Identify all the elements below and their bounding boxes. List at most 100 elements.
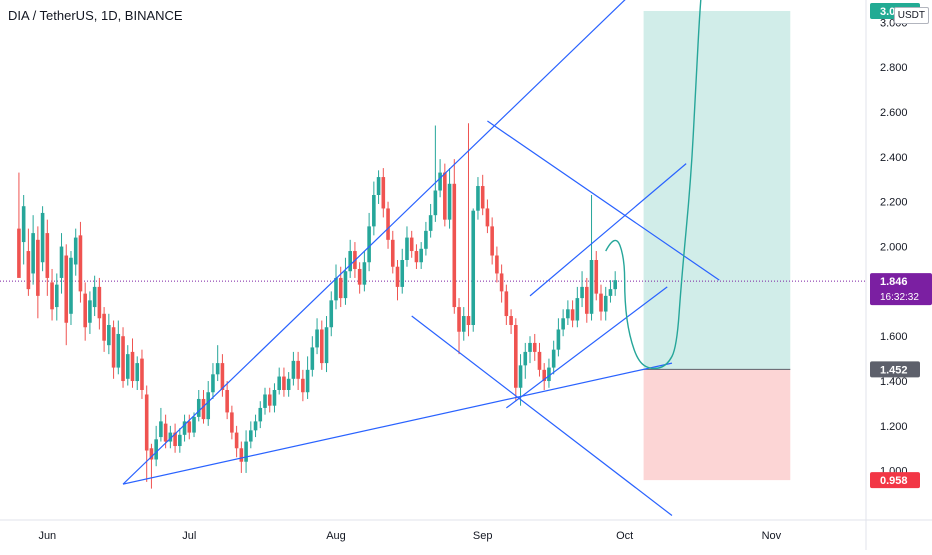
candle-body	[329, 300, 334, 328]
candle-body	[239, 448, 244, 462]
currency-badge[interactable]: USDT	[893, 7, 929, 24]
candle-body	[17, 228, 21, 278]
candle-body	[121, 336, 125, 382]
candle-body	[419, 248, 423, 263]
candle-body	[26, 251, 31, 290]
candle-body	[36, 239, 40, 296]
candle-body	[428, 215, 433, 231]
candle-body	[31, 233, 35, 274]
candle-body	[201, 398, 206, 420]
candle-body	[125, 354, 130, 379]
candle-body	[107, 325, 111, 346]
candle-body	[230, 412, 234, 433]
candle-body	[495, 255, 499, 274]
current-price-tag-bg	[870, 273, 932, 306]
candle-body	[286, 378, 291, 390]
candle-body	[301, 378, 305, 393]
candle-body	[490, 226, 494, 256]
stop-price-label: 0.958	[880, 475, 908, 487]
trendline	[122, 362, 673, 485]
candle-body	[523, 351, 528, 366]
candle-body	[215, 363, 220, 375]
candle-body	[509, 316, 513, 325]
candle-body	[182, 421, 187, 435]
candle-body	[390, 239, 395, 267]
candle-body	[518, 365, 523, 388]
candle-body	[277, 376, 282, 390]
candle-body	[159, 421, 163, 438]
candle-body	[561, 318, 565, 330]
candle-body	[45, 233, 50, 278]
candle-body	[367, 226, 371, 263]
y-tick-label: 2.400	[880, 152, 908, 164]
candle-body	[178, 434, 182, 447]
entry-price-label-bg	[870, 361, 920, 378]
trendline	[529, 163, 687, 297]
y-tick-label: 2.600	[880, 107, 908, 119]
candle-body	[457, 307, 461, 332]
candle-body	[566, 309, 570, 319]
candle-body	[206, 392, 211, 420]
candle-body	[556, 329, 561, 350]
candle-body	[381, 177, 386, 209]
current-price-label: 1.846	[880, 276, 908, 288]
candle-body	[154, 439, 158, 460]
y-tick-label: 1.200	[880, 421, 908, 433]
candle-body	[196, 398, 201, 417]
candle-body	[471, 210, 476, 325]
candle-body	[140, 358, 144, 390]
candle-body	[395, 266, 400, 287]
candle-body	[319, 329, 324, 364]
candle-body	[357, 268, 362, 285]
profit-zone	[643, 10, 791, 370]
candle-body	[305, 369, 310, 393]
candle-body	[532, 342, 537, 352]
candle-body	[116, 333, 121, 368]
candle-body	[310, 347, 315, 370]
candle-body	[111, 327, 116, 368]
candle-body	[409, 237, 414, 252]
symbol-title: DIA / TetherUS, 1D, BINANCE	[8, 8, 183, 23]
candle-body	[267, 394, 272, 406]
candle-body	[452, 183, 457, 308]
candle-body	[466, 316, 471, 325]
candle-body	[97, 286, 102, 319]
candle-body	[476, 186, 480, 211]
candle-body	[348, 251, 352, 272]
candle-body	[580, 286, 584, 299]
candle-body	[499, 273, 504, 292]
candle-body	[253, 421, 258, 431]
candle-body	[130, 351, 135, 382]
y-tick-label: 2.200	[880, 197, 908, 209]
candle-body	[386, 208, 390, 240]
x-tick-label: Sep	[473, 530, 493, 542]
candle-body	[338, 277, 343, 299]
candle-body	[149, 448, 154, 460]
candle-body	[613, 280, 617, 290]
freehand-projection	[605, 0, 702, 370]
candle-body	[443, 172, 447, 220]
trendline	[122, 0, 626, 485]
candle-body	[69, 257, 73, 314]
y-tick-label: 1.600	[880, 331, 908, 343]
candle-body	[282, 376, 286, 390]
candle-body	[163, 423, 168, 442]
candle-body	[334, 277, 338, 301]
candle-body	[542, 369, 547, 382]
candle-body	[575, 298, 580, 321]
candle-body	[438, 172, 442, 191]
candle-body	[405, 237, 409, 260]
candle-body	[234, 432, 239, 449]
candle-body	[594, 260, 599, 294]
candle-body	[249, 430, 253, 442]
candle-body	[135, 363, 140, 382]
candle-body	[54, 284, 59, 308]
stop-price-label-bg	[870, 472, 920, 489]
candle-body	[372, 195, 376, 227]
candle-body	[291, 360, 296, 379]
candle-body	[504, 291, 509, 317]
candle-body	[324, 327, 329, 364]
candle-body	[589, 260, 594, 314]
